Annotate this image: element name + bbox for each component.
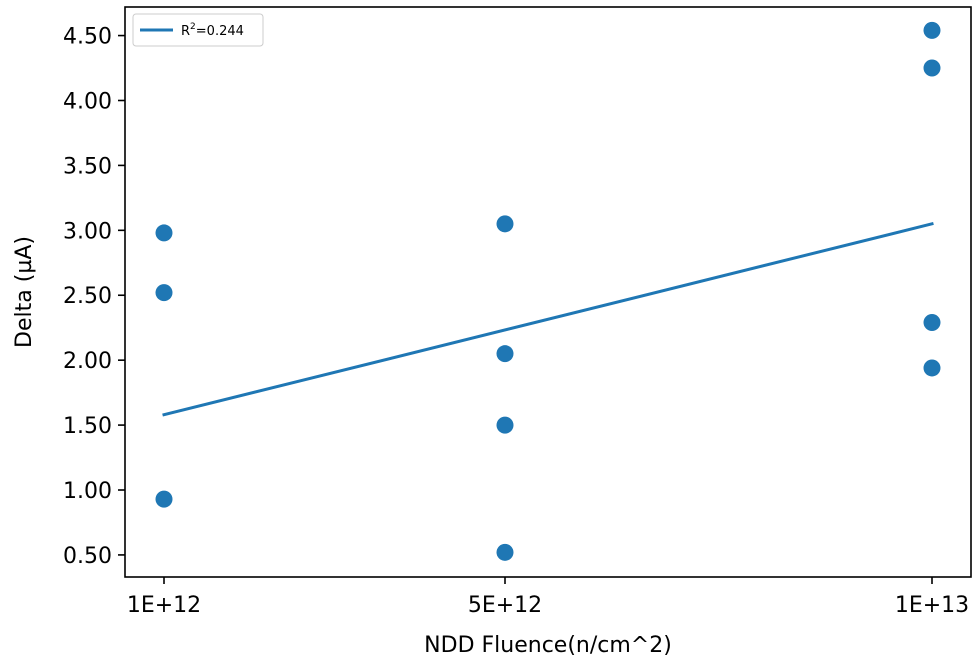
y-axis: 0.50 1.00 1.50 2.00 2.50 3.00 3.50 4.00 4.50 bbox=[63, 25, 125, 569]
x-tick-label: 5E+12 bbox=[468, 593, 542, 618]
data-point bbox=[155, 224, 173, 242]
data-point bbox=[496, 215, 514, 233]
y-tick-label: 1.50 bbox=[63, 414, 112, 439]
legend-box bbox=[132, 13, 264, 47]
data-point bbox=[496, 543, 514, 561]
data-point bbox=[923, 359, 941, 377]
legend-label-suffix: =0.244 bbox=[196, 24, 244, 39]
data-point bbox=[155, 490, 173, 508]
legend-label-prefix: R bbox=[181, 24, 190, 39]
data-point bbox=[496, 345, 514, 363]
plot-frame bbox=[124, 6, 972, 578]
y-tick-label: 2.00 bbox=[63, 349, 112, 374]
plot-marks bbox=[155, 21, 941, 561]
legend-label: R2=0.244 bbox=[181, 22, 244, 39]
y-tick-label: 4.00 bbox=[63, 89, 112, 114]
y-tick-label: 1.00 bbox=[63, 479, 112, 504]
y-tick-label: 3.50 bbox=[63, 154, 112, 179]
data-point bbox=[923, 59, 941, 77]
y-tick-label: 4.50 bbox=[63, 25, 112, 50]
y-tick-label: 0.50 bbox=[63, 544, 112, 569]
x-tick-label: 1E+12 bbox=[127, 593, 201, 618]
data-point bbox=[496, 416, 514, 434]
y-axis-label: Delta (µA) bbox=[12, 236, 37, 348]
fit-line bbox=[162, 222, 934, 417]
x-axis-label: NDD Fluence(n/cm^2) bbox=[424, 633, 672, 658]
data-point bbox=[923, 314, 941, 332]
legend-label-superscript: 2 bbox=[190, 22, 196, 32]
legend: R2=0.244 bbox=[132, 13, 264, 47]
y-tick-label: 2.50 bbox=[63, 284, 112, 309]
x-axis: 1E+12 5E+12 1E+13 bbox=[127, 577, 969, 618]
data-point bbox=[923, 21, 941, 39]
x-tick-label: 1E+13 bbox=[895, 593, 969, 618]
data-point bbox=[155, 284, 173, 302]
y-tick-label: 3.00 bbox=[63, 219, 112, 244]
